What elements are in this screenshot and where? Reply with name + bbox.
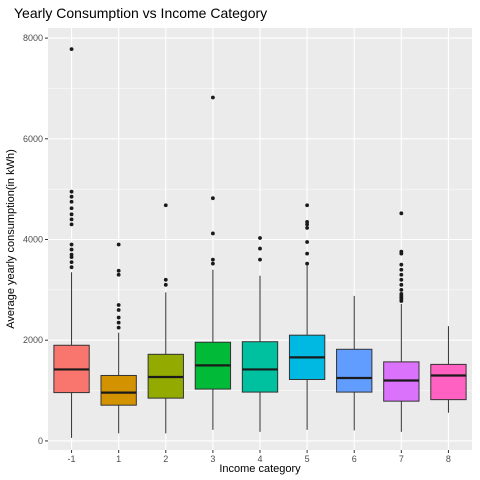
x-axis-title: Income category	[219, 463, 301, 475]
y-axis-title: Average yearly consumption(in kWh)	[5, 149, 17, 329]
outlier-point	[399, 211, 404, 216]
outlier-point	[305, 261, 310, 266]
box-group	[100, 242, 137, 434]
y-tick-label: 8000	[23, 33, 43, 43]
outlier-point	[258, 236, 262, 240]
y-tick-label: 2000	[23, 335, 43, 345]
outlier-point	[399, 262, 404, 267]
box-group	[241, 236, 279, 432]
outlier-point	[69, 252, 74, 257]
x-tick-label: 4	[257, 454, 262, 464]
outlier-point	[305, 240, 310, 244]
chart-title: Yearly Consumption vs Income Category	[14, 5, 267, 21]
outlier-point	[210, 196, 215, 201]
outlier-point	[399, 272, 404, 277]
outlier-point	[399, 277, 404, 282]
outlier-point	[69, 199, 74, 204]
outlier-point	[69, 217, 74, 222]
box	[336, 348, 373, 393]
box	[241, 341, 279, 393]
outlier-point	[399, 249, 404, 254]
x-tick-label: 7	[399, 454, 404, 464]
outlier-point	[69, 265, 74, 270]
y-tick-label: 0	[38, 436, 43, 446]
outlier-point	[69, 242, 74, 247]
outlier-point	[69, 47, 74, 52]
outlier-point	[69, 247, 74, 252]
box-group	[383, 211, 420, 432]
outlier-point	[69, 189, 74, 194]
boxes-layer	[53, 47, 467, 438]
outlier-point	[69, 212, 74, 217]
outlier-point	[69, 206, 74, 211]
box-group	[53, 47, 90, 438]
box-group	[147, 203, 184, 434]
outlier-point	[163, 282, 168, 287]
outlier-point	[69, 260, 74, 265]
box-group	[288, 203, 326, 430]
x-tick-label: 5	[305, 454, 310, 464]
outlier-point	[258, 257, 262, 262]
outlier-point	[116, 325, 121, 330]
outlier-point	[305, 219, 310, 224]
y-tick-label: 4000	[23, 235, 43, 245]
outlier-point	[305, 203, 310, 208]
x-tick-label: 2	[163, 454, 168, 464]
box	[100, 374, 137, 406]
outlier-point	[69, 222, 74, 227]
y-tick-label: 6000	[23, 134, 43, 144]
outlier-point	[305, 226, 310, 230]
outlier-point	[163, 277, 168, 282]
outlier-point	[399, 291, 404, 296]
x-tick-label: 6	[352, 454, 357, 464]
outlier-point	[116, 315, 121, 320]
outlier-point	[69, 194, 74, 199]
outlier-point	[305, 251, 310, 256]
x-tick-label: 8	[446, 454, 451, 464]
outlier-point	[210, 95, 215, 100]
x-tick-label: 1	[116, 454, 121, 464]
outlier-point	[210, 261, 215, 266]
box-group	[194, 95, 232, 430]
outlier-point	[116, 272, 121, 277]
x-tick-label: -1	[68, 454, 76, 464]
box	[430, 363, 467, 401]
outlier-point	[258, 246, 262, 251]
outlier-point	[210, 257, 215, 262]
outlier-point	[163, 203, 168, 208]
box-group	[336, 295, 373, 431]
outlier-point	[399, 287, 404, 292]
x-axis: -1 1 2 3 4 5 6 7 8	[68, 450, 451, 464]
outlier-point	[116, 308, 121, 312]
outlier-point	[210, 231, 215, 236]
outlier-point	[399, 282, 404, 287]
box-group	[430, 326, 467, 413]
outlier-point	[399, 267, 404, 272]
outlier-point	[116, 303, 121, 307]
x-tick-label: 3	[210, 454, 215, 464]
outlier-point	[116, 242, 121, 247]
outlier-point	[116, 268, 121, 273]
y-axis: 0 2000 4000 6000 8000	[23, 33, 48, 446]
outlier-point	[116, 320, 121, 325]
